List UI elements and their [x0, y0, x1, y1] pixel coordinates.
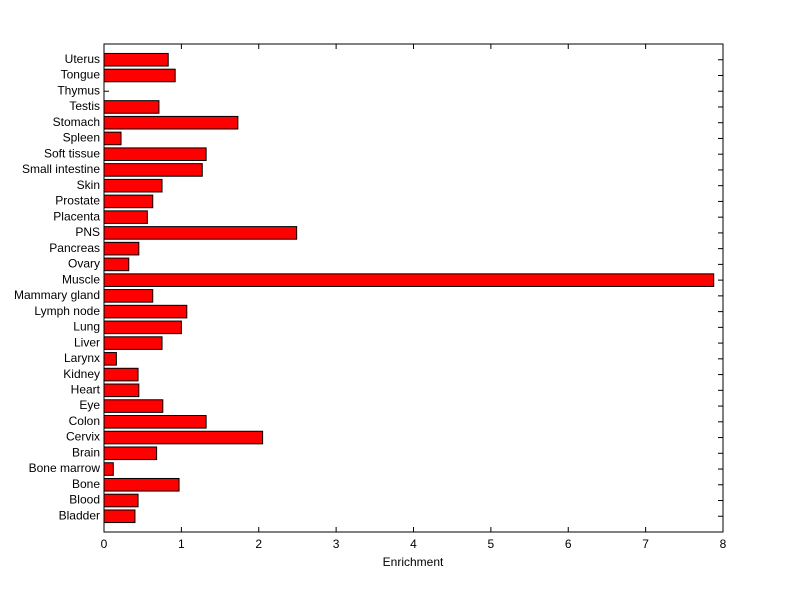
x-tick-label: 4 — [410, 537, 417, 551]
bar — [103, 415, 207, 429]
bar — [103, 352, 117, 366]
x-tick-label: 1 — [178, 537, 185, 551]
bar — [103, 257, 130, 272]
bar — [103, 52, 169, 67]
y-tick-label: Placenta — [53, 209, 100, 223]
bar — [103, 241, 140, 256]
y-tick-label: Skin — [77, 178, 100, 192]
y-tick-label: Bone marrow — [29, 461, 101, 475]
bar — [103, 210, 148, 224]
bar — [103, 320, 182, 335]
y-tick-label: Stomach — [53, 115, 100, 129]
bar — [103, 304, 188, 319]
y-tick-label: Larynx — [64, 351, 100, 365]
y-tick-label: Mammary gland — [14, 288, 100, 302]
y-tick-label: Thymus — [57, 83, 100, 97]
bar — [103, 163, 203, 177]
y-tick-label: Cervix — [66, 430, 100, 444]
bar — [103, 178, 163, 193]
x-axis-label: Enrichment — [383, 555, 444, 569]
x-tick-label: 5 — [488, 537, 495, 551]
bar — [103, 367, 139, 382]
y-tick-label: Lung — [73, 320, 100, 334]
bar — [103, 477, 180, 492]
y-tick-label: Lymph node — [34, 304, 100, 318]
bar — [103, 131, 122, 146]
y-tick-label: Soft tissue — [44, 146, 100, 160]
bar — [103, 115, 239, 130]
y-tick-label: Bladder — [59, 508, 100, 522]
bar — [103, 273, 715, 287]
bar — [103, 147, 207, 161]
x-tick-label: 6 — [565, 537, 572, 551]
bar — [103, 289, 154, 303]
bar — [103, 430, 264, 445]
y-tick-label: Testis — [69, 99, 100, 113]
y-tick-label: Prostate — [55, 194, 100, 208]
bar — [103, 68, 176, 83]
bar — [103, 493, 139, 508]
y-tick-label: Spleen — [63, 131, 100, 145]
y-tick-label: Muscle — [62, 272, 100, 286]
y-tick-label: Liver — [74, 335, 100, 349]
x-tick-label: 2 — [255, 537, 262, 551]
y-tick-label: Ovary — [68, 257, 100, 271]
bar — [103, 383, 140, 398]
x-tick-label: 0 — [101, 537, 108, 551]
y-tick-label: PNS — [75, 225, 100, 239]
bar — [103, 462, 114, 476]
y-tick-label: Eye — [79, 398, 100, 412]
y-tick-label: Small intestine — [22, 162, 100, 176]
bar — [103, 336, 163, 350]
x-tick-label: 3 — [333, 537, 340, 551]
bar — [103, 509, 136, 524]
bar — [103, 399, 164, 413]
y-tick-label: Tongue — [61, 68, 101, 82]
bar — [103, 446, 158, 461]
bar — [103, 194, 154, 209]
y-tick-label: Pancreas — [49, 241, 100, 255]
y-tick-label: Colon — [69, 414, 100, 428]
x-tick-label: 8 — [720, 537, 727, 551]
y-tick-label: Heart — [71, 382, 101, 396]
x-tick-label: 7 — [642, 537, 649, 551]
y-tick-label: Uterus — [65, 52, 100, 66]
bar — [103, 100, 160, 114]
y-tick-label: Kidney — [63, 367, 100, 381]
y-tick-label: Bone — [72, 477, 100, 491]
y-tick-label: Brain — [72, 445, 100, 459]
bar — [103, 226, 298, 240]
y-tick-label: Blood — [69, 493, 100, 507]
